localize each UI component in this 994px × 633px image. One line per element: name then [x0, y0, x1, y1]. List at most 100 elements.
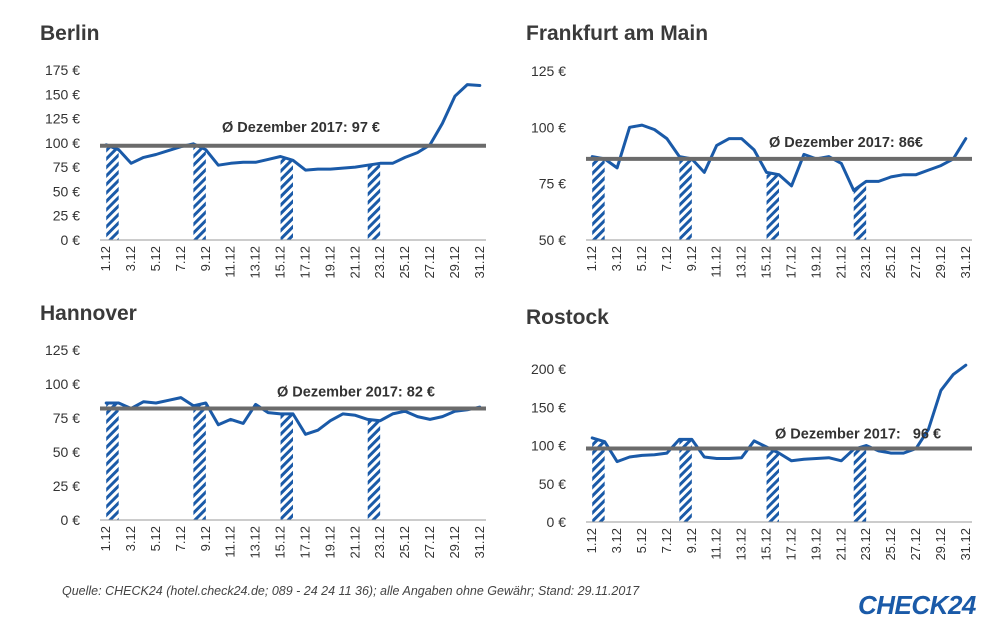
x-tick-label-berlin: 25.12: [397, 246, 412, 279]
x-tick-label-hannover: 3.12: [123, 526, 138, 551]
x-tick-label-frankfurt: 29.12: [933, 246, 948, 279]
average-label-rostock: Ø Dezember 2017: 96 €: [775, 427, 941, 443]
x-tick-label-hannover: 21.12: [347, 526, 362, 559]
y-tick-label-hannover: 125 €: [45, 342, 80, 358]
x-tick-label-hannover: 11.12: [223, 526, 238, 558]
x-tick-label-frankfurt: 21.12: [833, 246, 848, 279]
hatched-area-rostock-22.12: [853, 445, 867, 522]
y-tick-label-frankfurt: 125 €: [531, 63, 566, 79]
y-tick-label-berlin: 175 €: [45, 62, 80, 78]
hatched-area-frankfurt-22.12: [853, 181, 867, 240]
x-tick-label-hannover: 5.12: [148, 526, 163, 551]
y-tick-label-berlin: 125 €: [45, 111, 80, 127]
y-tick-label-rostock: 200 €: [531, 361, 566, 377]
x-tick-label-hannover: 19.12: [322, 526, 337, 559]
hatched-area-hannover-15.12: [280, 413, 293, 520]
x-tick-label-rostock: 17.12: [783, 528, 798, 561]
x-tick-label-rostock: 5.12: [634, 528, 649, 553]
x-tick-label-frankfurt: 17.12: [783, 246, 798, 279]
chart-title-rostock: Rostock: [526, 306, 609, 329]
x-tick-label-rostock: 25.12: [883, 528, 898, 561]
x-tick-label-berlin: 15.12: [273, 246, 288, 279]
y-tick-label-hannover: 50 €: [53, 444, 80, 460]
x-tick-label-berlin: 1.12: [98, 246, 113, 271]
hatched-area-hannover-22.12: [367, 419, 381, 520]
y-tick-label-berlin: 150 €: [45, 86, 80, 102]
x-tick-label-frankfurt: 1.12: [584, 246, 599, 271]
x-tick-label-berlin: 9.12: [198, 246, 213, 271]
x-tick-label-hannover: 7.12: [173, 526, 188, 551]
x-tick-label-rostock: 19.12: [808, 528, 823, 561]
x-tick-label-berlin: 29.12: [447, 246, 462, 279]
hatched-area-frankfurt-1.12: [592, 156, 605, 240]
hatched-area-rostock-15.12: [766, 447, 779, 522]
x-tick-label-frankfurt: 9.12: [684, 246, 699, 271]
x-tick-label-hannover: 29.12: [447, 526, 462, 559]
y-tick-label-rostock: 50 €: [539, 476, 566, 492]
hatched-area-rostock-8.12: [679, 439, 692, 522]
x-tick-label-frankfurt: 19.12: [808, 246, 823, 279]
y-tick-label-hannover: 100 €: [45, 376, 80, 392]
x-tick-label-berlin: 13.12: [248, 246, 263, 279]
source-note: Quelle: CHECK24 (hotel.check24.de; 089 -…: [62, 584, 640, 598]
x-tick-label-rostock: 31.12: [958, 528, 973, 561]
x-tick-label-rostock: 11.12: [709, 528, 724, 560]
y-tick-label-berlin: 0 €: [61, 232, 81, 248]
x-tick-label-frankfurt: 13.12: [734, 246, 749, 279]
x-tick-label-rostock: 29.12: [933, 528, 948, 561]
x-tick-label-berlin: 5.12: [148, 246, 163, 271]
y-tick-label-rostock: 150 €: [531, 399, 566, 415]
hatched-area-berlin-1.12: [106, 144, 119, 240]
y-tick-label-berlin: 100 €: [45, 135, 80, 151]
x-tick-label-berlin: 11.12: [223, 246, 238, 278]
x-tick-label-berlin: 7.12: [173, 246, 188, 271]
y-tick-label-berlin: 50 €: [53, 183, 80, 199]
hatched-area-berlin-15.12: [280, 156, 293, 240]
x-tick-label-frankfurt: 7.12: [659, 246, 674, 271]
hatched-area-rostock-1.12: [592, 437, 605, 522]
y-tick-label-hannover: 75 €: [53, 410, 80, 426]
x-tick-label-berlin: 21.12: [347, 246, 362, 279]
price-line-berlin: [104, 83, 482, 172]
y-tick-label-hannover: 25 €: [53, 478, 80, 494]
price-line-frankfurt: [590, 123, 968, 192]
x-tick-label-rostock: 13.12: [734, 528, 749, 561]
x-tick-label-rostock: 3.12: [609, 528, 624, 553]
chart-title-hannover: Hannover: [40, 302, 137, 325]
average-label-hannover: Ø Dezember 2017: 82 €: [277, 384, 435, 400]
x-tick-label-hannover: 9.12: [198, 526, 213, 551]
x-tick-label-frankfurt: 23.12: [858, 246, 873, 279]
price-line-hannover: [104, 396, 482, 436]
x-tick-label-hannover: 13.12: [248, 526, 263, 559]
x-tick-label-hannover: 31.12: [472, 526, 487, 559]
hatched-area-hannover-8.12: [193, 403, 206, 520]
y-tick-label-berlin: 25 €: [53, 208, 80, 224]
x-tick-label-berlin: 17.12: [297, 246, 312, 279]
hatched-area-frankfurt-8.12: [679, 156, 692, 240]
x-tick-label-hannover: 17.12: [297, 526, 312, 559]
x-tick-label-hannover: 25.12: [397, 526, 412, 559]
y-tick-label-frankfurt: 100 €: [531, 119, 566, 135]
x-tick-label-berlin: 3.12: [123, 246, 138, 271]
hatched-area-frankfurt-15.12: [766, 172, 779, 240]
x-tick-label-frankfurt: 27.12: [908, 246, 923, 279]
x-tick-label-hannover: 27.12: [422, 526, 437, 559]
x-tick-label-hannover: 1.12: [98, 526, 113, 551]
x-tick-label-rostock: 7.12: [659, 528, 674, 553]
average-label-frankfurt: Ø Dezember 2017: 86€: [769, 135, 923, 151]
x-tick-label-frankfurt: 25.12: [883, 246, 898, 279]
x-tick-label-frankfurt: 15.12: [759, 246, 774, 279]
y-tick-label-berlin: 75 €: [53, 159, 80, 175]
average-label-berlin: Ø Dezember 2017: 97 €: [222, 120, 380, 136]
x-tick-label-berlin: 31.12: [472, 246, 487, 279]
x-tick-label-rostock: 23.12: [858, 528, 873, 561]
chart-title-berlin: Berlin: [40, 22, 100, 45]
x-tick-label-rostock: 15.12: [759, 528, 774, 561]
y-tick-label-frankfurt: 50 €: [539, 232, 566, 248]
hatched-area-berlin-22.12: [367, 163, 381, 240]
x-tick-label-rostock: 9.12: [684, 528, 699, 553]
y-tick-label-rostock: 100 €: [531, 438, 566, 454]
y-tick-label-frankfurt: 75 €: [539, 176, 566, 192]
y-tick-label-rostock: 0 €: [547, 514, 567, 530]
